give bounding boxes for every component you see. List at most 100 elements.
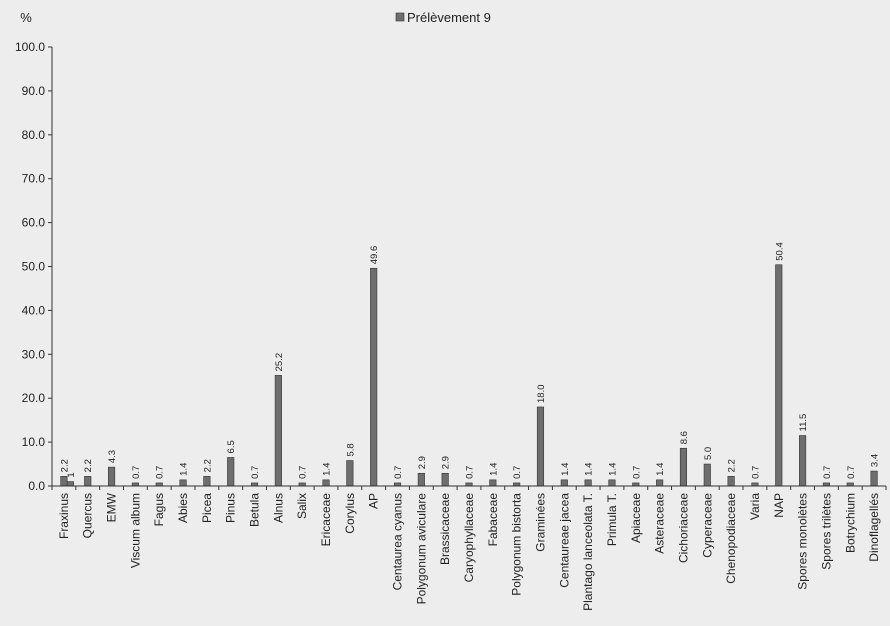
bar-cyperaceae [703, 463, 711, 487]
category-label: Spores trilètes [819, 493, 833, 570]
value-label: 2.9 [441, 456, 452, 469]
category-label: Asteraceae [653, 493, 667, 554]
category-label: Cichoriaceae [676, 493, 690, 563]
bars: 2.2 2.2 4.3 0.7 0.7 1.4 2.2 6.5 0.7 25.2 0.7 1.4 5.8… [59, 242, 881, 487]
y-axis: 0.0 10.0 20.0 30.0 40.0 50.0 60.0 70.0 80.0 90.0 1… [15, 40, 53, 493]
category-label: Varia [748, 493, 762, 520]
value-label: 0.7 [155, 466, 166, 479]
value-label: 1.4 [179, 463, 190, 476]
bar-polygonum-aviculare [417, 472, 425, 487]
bar-pinus [227, 457, 235, 487]
bar-dinoflagell-s [870, 470, 878, 487]
category-label: Spores monolètes [796, 493, 810, 590]
bar-corylus [346, 460, 354, 487]
category-label: Dinoflagellés [867, 493, 881, 562]
y-tick-label: 80.0 [22, 128, 46, 142]
category-label: Betula [248, 493, 262, 527]
value-label: 1.4 [560, 463, 571, 476]
value-label: 0.7 [298, 466, 309, 479]
secondary-value-label: 1 [66, 472, 77, 477]
value-label: 2.2 [202, 459, 213, 472]
category-label: Centaureae jacea [557, 493, 571, 588]
category-label: Ericaceae [319, 493, 333, 547]
value-label: 49.6 [369, 246, 380, 265]
category-label: Plantago lanceolata T. [581, 493, 595, 611]
bar-fabaceae [489, 479, 497, 487]
legend: Prélèvement 9 [395, 10, 491, 25]
category-label: Fagus [152, 493, 166, 526]
value-label: 1.4 [655, 463, 666, 476]
bar-asteraceae [656, 479, 664, 487]
bar-quercus [84, 476, 92, 487]
category-label: Caryophyllaceae [462, 493, 476, 583]
bar-emw [108, 466, 116, 487]
value-label: 50.4 [774, 242, 785, 261]
category-label: NAP [772, 493, 786, 518]
category-label: Primula T. [605, 493, 619, 546]
value-label: 1.4 [488, 463, 499, 476]
category-label: Quercus [81, 493, 95, 538]
y-tick-label: 20.0 [22, 391, 46, 405]
value-label: 2.9 [417, 456, 428, 469]
value-label: 3.4 [870, 454, 881, 467]
category-label: Graminées [533, 493, 547, 552]
category-label: Botrychium [843, 493, 857, 553]
category-label: Chenopodiaceae [724, 493, 738, 584]
value-label: 2.2 [59, 459, 70, 472]
legend-swatch [395, 12, 405, 22]
value-label: 5.0 [703, 447, 714, 460]
category-label: Corylus [343, 493, 357, 534]
bar-abies [179, 479, 187, 487]
bar-chenopodiaceae [727, 476, 735, 487]
category-label: AP [367, 493, 381, 509]
value-label: 11.5 [798, 414, 809, 432]
value-label: 6.5 [226, 440, 237, 453]
bar-picea [203, 476, 211, 487]
value-label: 4.3 [107, 450, 118, 463]
value-label: 8.6 [679, 431, 690, 444]
bar-spores-monol-tes [799, 435, 807, 487]
bar-plantago-lanceolata-t- [584, 479, 592, 487]
value-label: 0.7 [822, 466, 833, 479]
legend-label: Prélèvement 9 [407, 10, 491, 25]
y-unit-label: % [20, 10, 32, 25]
category-label: Polygonum aviculare [414, 493, 428, 605]
bar-gramin-es [536, 406, 545, 487]
value-label: 0.7 [846, 466, 857, 479]
bar-cichoriaceae [679, 447, 688, 487]
value-label: 18.0 [536, 384, 547, 403]
y-tick-label: 10.0 [22, 435, 46, 449]
y-tick-label: 70.0 [22, 172, 46, 186]
y-tick-label: 0.0 [28, 479, 45, 493]
value-label: 5.8 [345, 443, 356, 456]
category-label: Abies [176, 493, 190, 523]
value-label: 1.4 [322, 463, 333, 476]
x-axis: Fraxinus Quercus EMW Viscum album Fagus Abies… [51, 485, 887, 611]
bar-nap [775, 264, 783, 487]
category-label: Fabaceae [486, 493, 500, 547]
category-label: Cyperaceae [700, 493, 714, 558]
y-tick-label: 90.0 [22, 84, 46, 98]
category-label: Pinus [224, 493, 238, 523]
category-label: Fraxinus [57, 493, 71, 539]
secondary-bar [66, 481, 74, 487]
category-label: Picea [200, 493, 214, 523]
category-label: Alnus [271, 493, 285, 523]
y-tick-label: 100.0 [15, 40, 45, 54]
y-tick-label: 60.0 [22, 216, 46, 230]
bar-alnus [274, 375, 282, 487]
bar-brassicaceae [441, 472, 449, 487]
value-label: 1.4 [584, 463, 595, 476]
value-label: 0.7 [393, 466, 404, 479]
value-label: 1.4 [607, 463, 618, 476]
value-label: 0.7 [631, 466, 642, 479]
bar-centaureae-jacea [560, 479, 568, 487]
y-tick-label: 30.0 [22, 347, 46, 361]
y-tick-label: 50.0 [22, 260, 46, 274]
value-label: 0.7 [750, 466, 761, 479]
category-label: Polygonum bistorta [510, 493, 524, 596]
value-label: 0.7 [465, 466, 476, 479]
bar-primula-t- [608, 479, 616, 487]
category-label: Brassicaceae [438, 493, 452, 565]
